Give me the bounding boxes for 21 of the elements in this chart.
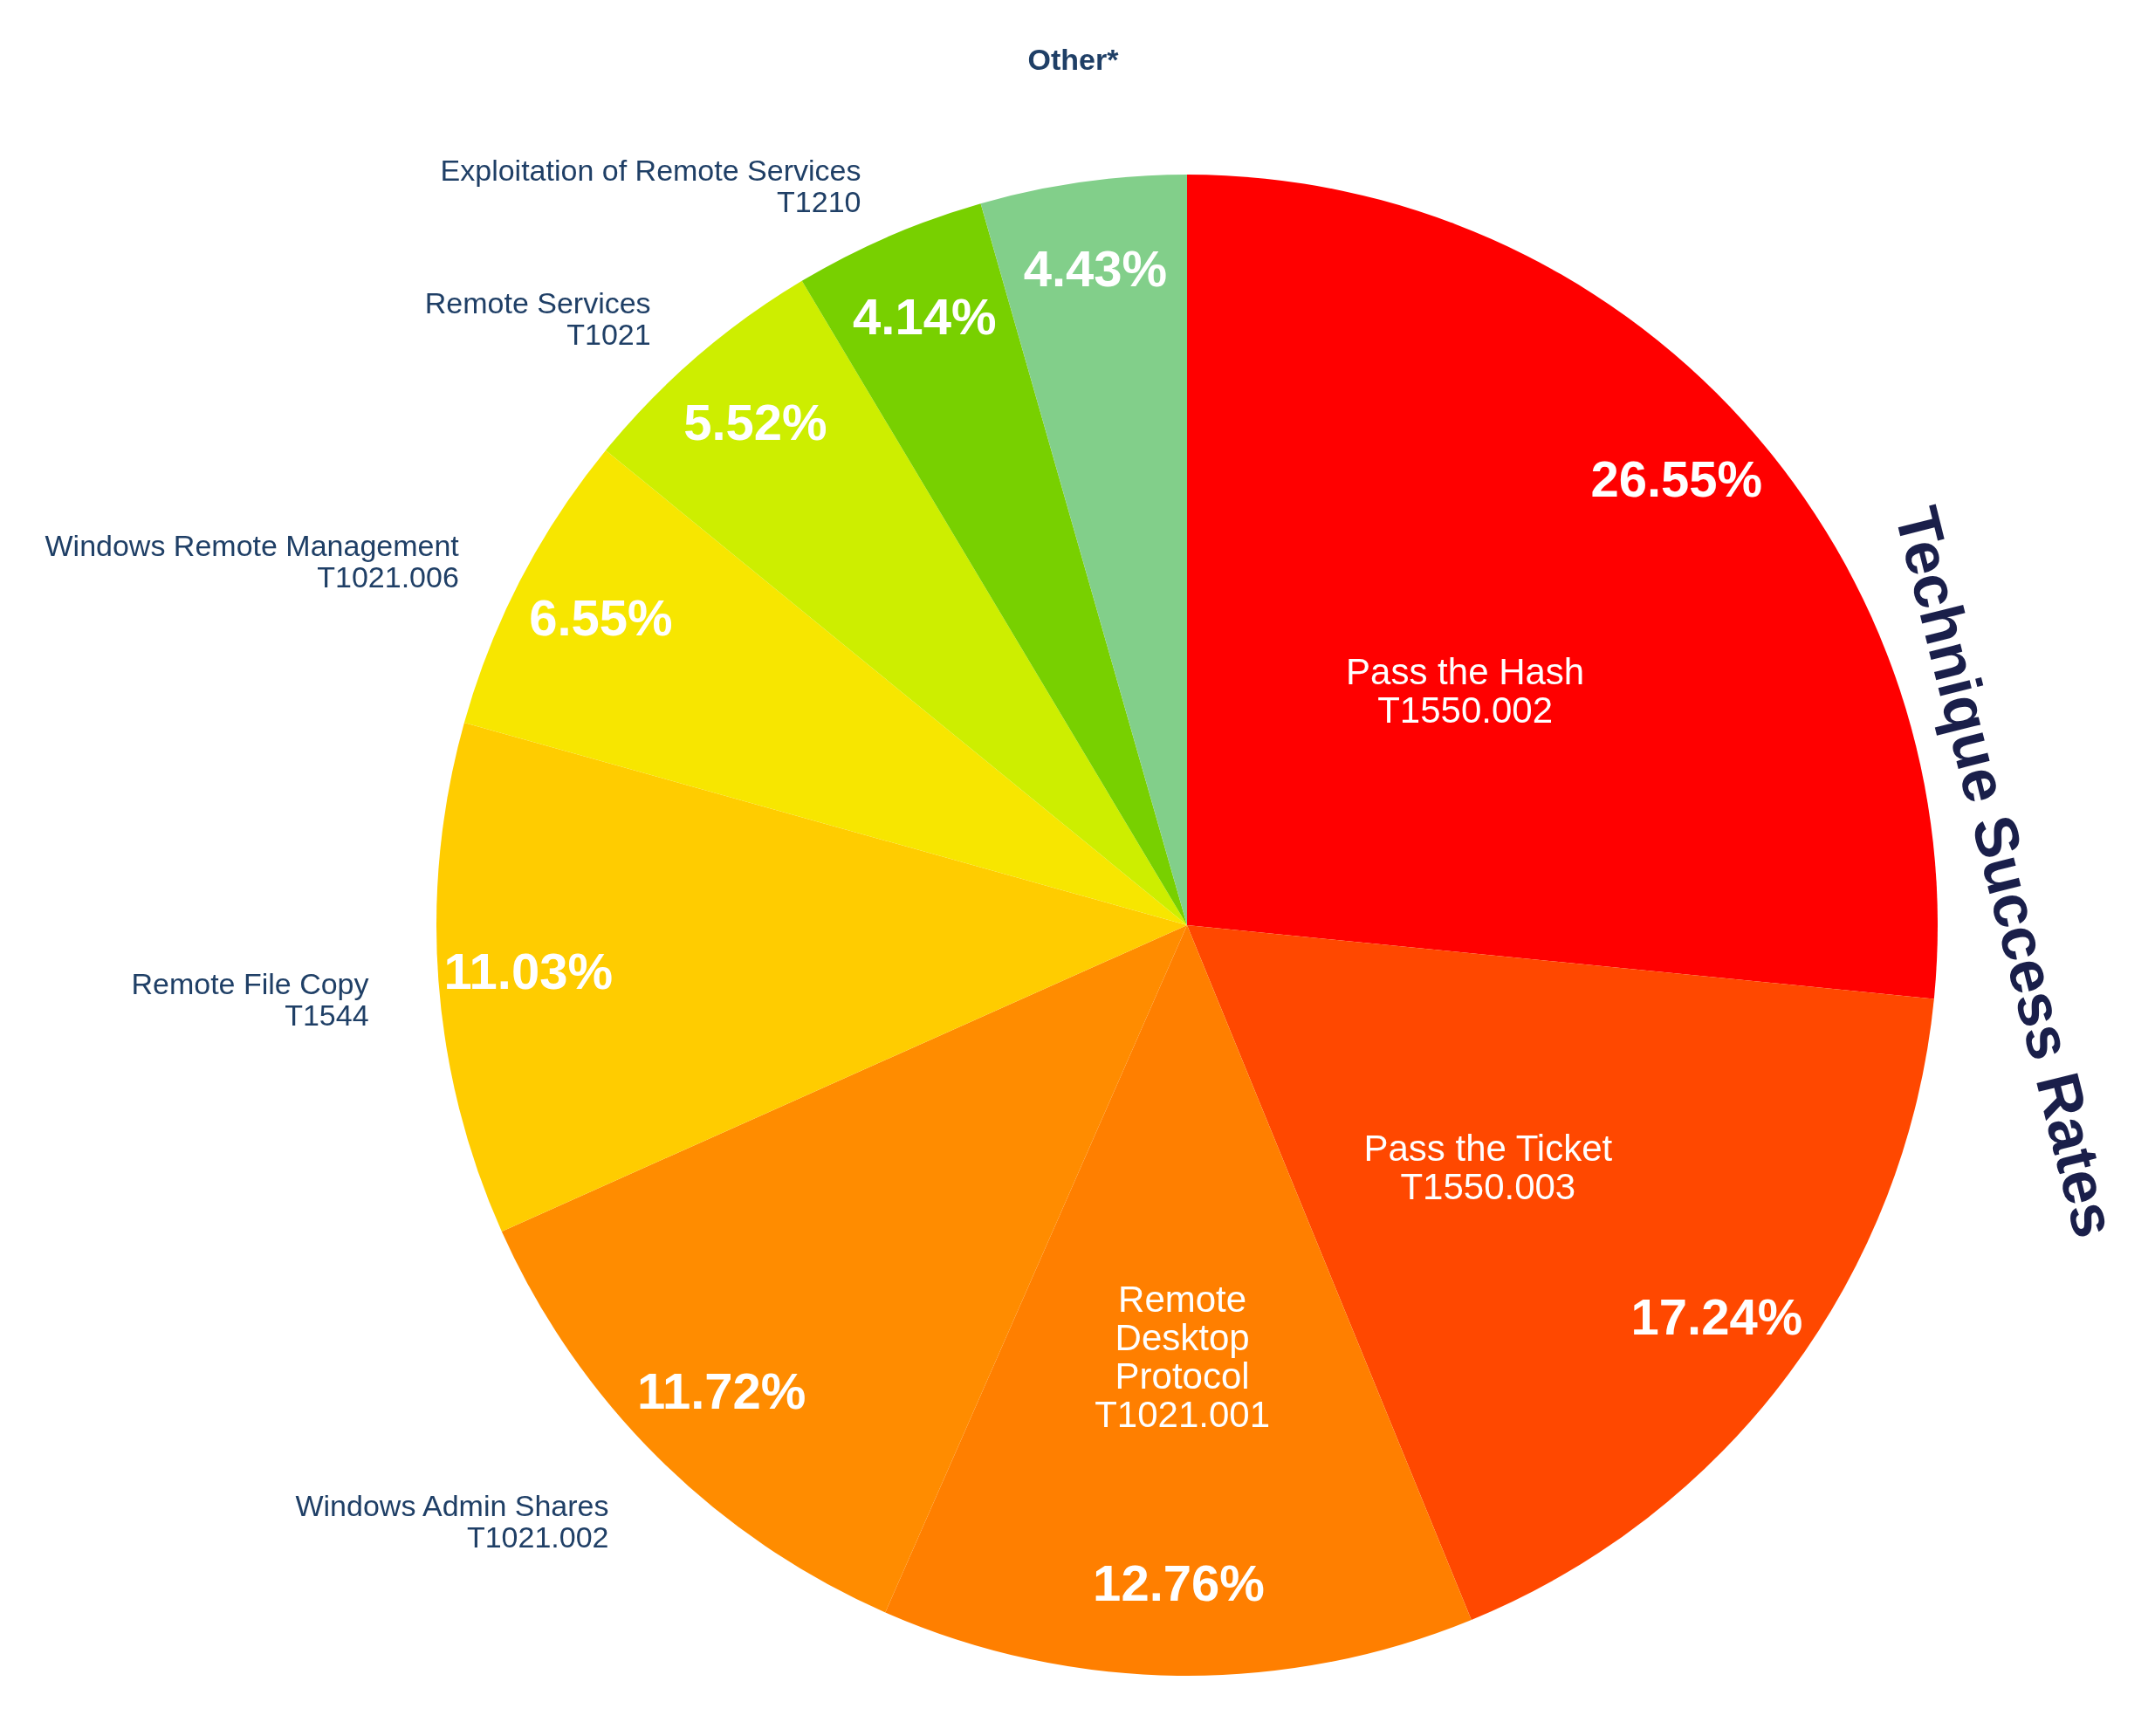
data-label: 11.72% <box>636 1362 806 1419</box>
slice-label: Remote Desktop Protocol T1021.001 <box>1095 1278 1271 1435</box>
slice-label: Windows Remote Management T1021.006 <box>45 528 460 594</box>
slice-label: Windows Admin Shares T1021.002 <box>295 1488 609 1554</box>
text: Technique Success Rates <box>1882 500 2130 1245</box>
slice-label: Pass the Ticket T1550.003 <box>1363 1127 1613 1207</box>
slice-label: Remote Services T1021 <box>424 285 651 351</box>
pie-slice <box>463 449 1187 925</box>
data-label: 17.24% <box>1630 1288 1803 1346</box>
data-label: 12.76% <box>1093 1554 1265 1611</box>
data-label: 26.55% <box>1590 449 1763 507</box>
slice-label: Pass the Hash T1550.002 <box>1346 651 1585 731</box>
slice-label: Other* <box>1027 42 1120 76</box>
data-label: 5.52% <box>683 394 827 451</box>
data-label: 4.14% <box>853 287 997 345</box>
slice-label: Remote File Copy T1544 <box>131 967 369 1033</box>
data-label: 4.43% <box>1023 239 1168 297</box>
data-label: 6.55% <box>529 589 673 647</box>
slice-label: Exploitation of Remote Services T1210 <box>440 154 861 219</box>
pie-slice <box>436 722 1187 1232</box>
data-label: 11.03% <box>443 942 613 999</box>
